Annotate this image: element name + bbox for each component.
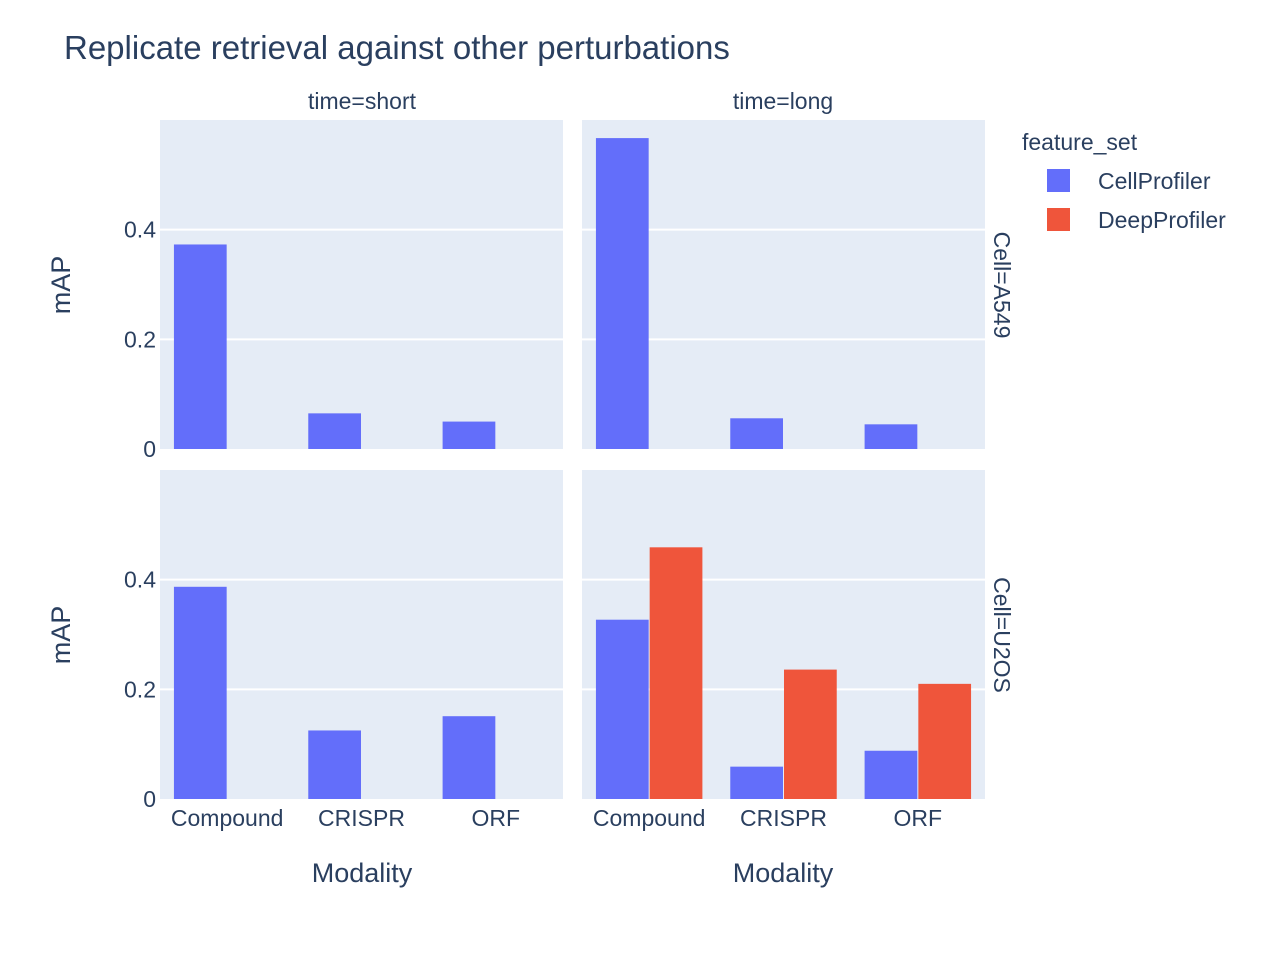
bar-cellprofiler-compound[interactable] [173, 586, 227, 799]
row-label-a549: Cell=A549 [989, 232, 1015, 339]
legend-title: feature_set [1022, 129, 1138, 155]
panel-cell-u2os-time-short: 0 0.2 0.4 Compound CRISPR ORF [124, 470, 563, 831]
plot-area [160, 470, 563, 799]
y-tick-label: 0.4 [124, 217, 156, 243]
y-axis-title-top: mAP [46, 256, 76, 315]
bar-cellprofiler-orf[interactable] [442, 716, 496, 799]
y-tick-label: 0 [143, 436, 156, 462]
chart-title: Replicate retrieval against other pertur… [64, 29, 730, 66]
legend-swatch-deepprofiler [1047, 208, 1070, 231]
panel-cell-a549-time-short: 0 0.2 0.4 [124, 120, 563, 462]
column-label-short: time=short [308, 88, 417, 114]
x-axis-title-right: Modality [733, 858, 834, 888]
bar-cellprofiler-crispr[interactable] [308, 413, 361, 449]
plot-area [582, 470, 985, 799]
x-tick-label: Compound [593, 805, 706, 831]
bar-cellprofiler-orf[interactable] [864, 424, 918, 449]
bar-cellprofiler-crispr[interactable] [730, 766, 783, 799]
legend-label-deepprofiler: DeepProfiler [1098, 207, 1226, 233]
bar-deepprofiler-crispr[interactable] [784, 669, 837, 799]
legend-item-deepprofiler[interactable]: DeepProfiler [1047, 207, 1226, 233]
plot-area [160, 120, 563, 449]
bar-cellprofiler-compound[interactable] [173, 244, 227, 449]
bar-cellprofiler-orf[interactable] [442, 421, 496, 449]
x-tick-label: CRISPR [318, 805, 405, 831]
x-tick-label: Compound [171, 805, 284, 831]
y-tick-label: 0.2 [124, 326, 156, 352]
row-label-u2os: Cell=U2OS [989, 577, 1015, 693]
y-axis-title-bottom: mAP [46, 606, 76, 665]
x-axis-title-left: Modality [312, 858, 413, 888]
y-tick-label: 0.4 [124, 567, 156, 593]
legend-swatch-cellprofiler [1047, 169, 1070, 192]
panel-cell-a549-time-long [582, 120, 985, 449]
legend-label-cellprofiler: CellProfiler [1098, 168, 1211, 194]
bar-cellprofiler-compound[interactable] [595, 619, 649, 799]
x-tick-label: ORF [472, 805, 521, 831]
bar-cellprofiler-orf[interactable] [864, 750, 918, 799]
plot-area [582, 120, 985, 449]
bar-cellprofiler-compound[interactable] [595, 138, 649, 449]
legend-item-cellprofiler[interactable]: CellProfiler [1047, 168, 1211, 194]
bar-deepprofiler-compound[interactable] [649, 547, 703, 799]
column-label-long: time=long [733, 88, 833, 114]
x-tick-label: CRISPR [740, 805, 827, 831]
y-tick-label: 0 [143, 786, 156, 812]
bar-cellprofiler-crispr[interactable] [308, 730, 361, 799]
legend: feature_set CellProfiler DeepProfiler [1022, 129, 1226, 233]
bar-deepprofiler-orf[interactable] [918, 683, 972, 799]
x-tick-label: ORF [894, 805, 943, 831]
bar-cellprofiler-crispr[interactable] [730, 418, 783, 449]
y-tick-label: 0.2 [124, 676, 156, 702]
panel-cell-u2os-time-long: Compound CRISPR ORF [582, 470, 985, 831]
